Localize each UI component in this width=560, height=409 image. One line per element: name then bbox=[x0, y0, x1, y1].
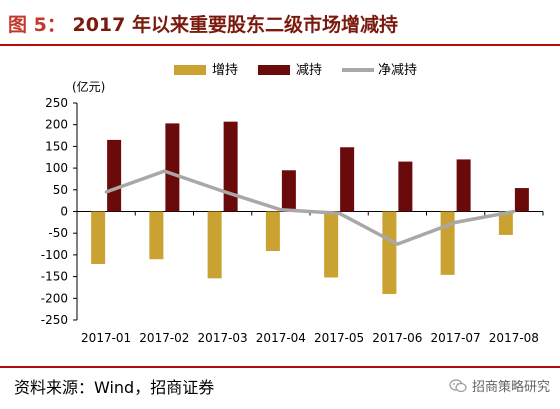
bar-decrease bbox=[165, 123, 180, 212]
legend-label-net: 净减持 bbox=[378, 63, 417, 78]
top-divider bbox=[0, 44, 560, 46]
chart: 增持 减持 净减持 (亿元) -250 -200 -150 -100 -50 0 50 100… bbox=[41, 63, 544, 345]
bar-increase bbox=[149, 211, 164, 260]
bar-decrease bbox=[456, 159, 471, 212]
net-point bbox=[221, 189, 225, 193]
figure-title: 2017 年以来重要股东二级市场增减持 bbox=[72, 14, 398, 36]
net-point bbox=[162, 169, 166, 173]
net-line bbox=[104, 169, 516, 246]
bar-increase bbox=[207, 211, 222, 279]
net-point bbox=[279, 208, 283, 212]
bar-decrease bbox=[398, 161, 413, 212]
legend-swatch-decrease bbox=[258, 65, 290, 75]
x-tick-label: 2017-06 bbox=[372, 331, 422, 345]
footer: 资料来源：Wind，招商证券 招商策略研究 bbox=[0, 366, 560, 409]
source-note: 资料来源：Wind，招商证券 bbox=[14, 378, 215, 397]
y-unit-label: (亿元) bbox=[72, 79, 105, 94]
y-tick-label: -150 bbox=[41, 270, 68, 284]
bar-decrease bbox=[223, 121, 238, 212]
y-tick-label: 50 bbox=[53, 183, 68, 197]
bar-decrease bbox=[514, 188, 529, 212]
x-axis: 2017-01 2017-02 2017-03 2017-04 2017-05 2017-… bbox=[76, 211, 544, 345]
y-tick-label: 100 bbox=[45, 161, 68, 175]
net-point bbox=[454, 220, 458, 224]
legend-swatch-increase bbox=[174, 65, 206, 75]
net-point bbox=[395, 242, 399, 246]
net-point bbox=[337, 211, 341, 215]
y-tick-label: -200 bbox=[41, 291, 68, 305]
x-tick-label: 2017-03 bbox=[198, 331, 248, 345]
page-title: 图 5： 2017 年以来重要股东二级市场增减持 bbox=[8, 10, 398, 37]
bar-increase bbox=[382, 211, 397, 294]
bar-increase bbox=[265, 211, 280, 251]
x-tick-label: 2017-02 bbox=[139, 331, 189, 345]
x-tick-label: 2017-05 bbox=[314, 331, 364, 345]
legend-label-increase: 增持 bbox=[212, 63, 238, 78]
net-point bbox=[104, 190, 108, 194]
bar-increase bbox=[324, 211, 339, 278]
bar-increase bbox=[91, 211, 106, 265]
bar-decrease bbox=[340, 147, 355, 212]
bar-increase bbox=[498, 211, 513, 235]
y-tick-label: 0 bbox=[60, 205, 68, 219]
bar-increase bbox=[440, 211, 455, 275]
net-point bbox=[512, 210, 516, 213]
bottom-divider bbox=[0, 366, 560, 368]
x-tick-label: 2017-01 bbox=[81, 331, 131, 345]
x-tick-label: 2017-07 bbox=[431, 331, 481, 345]
x-tick-label: 2017-04 bbox=[256, 331, 306, 345]
y-tick-label: -50 bbox=[48, 226, 68, 240]
brand-name: 招商策略研究 bbox=[471, 380, 550, 395]
legend: 增持 减持 净减持 bbox=[174, 63, 417, 78]
bar-decrease bbox=[281, 170, 296, 212]
brand: 招商策略研究 bbox=[449, 376, 550, 395]
y-tick-label: 250 bbox=[45, 96, 68, 110]
x-tick-label: 2017-08 bbox=[489, 331, 539, 345]
y-tick-label: -100 bbox=[41, 248, 68, 262]
figure-label: 图 5： bbox=[8, 14, 66, 36]
y-axis: -250 -200 -150 -100 -50 0 50 100 150 200 250 bbox=[41, 96, 78, 327]
legend-label-decrease: 减持 bbox=[296, 63, 322, 78]
bars bbox=[91, 121, 529, 294]
header: 图 5： 2017 年以来重要股东二级市场增减持 bbox=[0, 0, 560, 46]
y-tick-label: 200 bbox=[45, 118, 68, 132]
y-tick-label: 150 bbox=[45, 139, 68, 153]
net-series-line bbox=[105, 169, 515, 246]
wechat-icon bbox=[449, 378, 467, 392]
bar-decrease bbox=[107, 139, 122, 212]
y-tick-label: -250 bbox=[41, 313, 68, 327]
